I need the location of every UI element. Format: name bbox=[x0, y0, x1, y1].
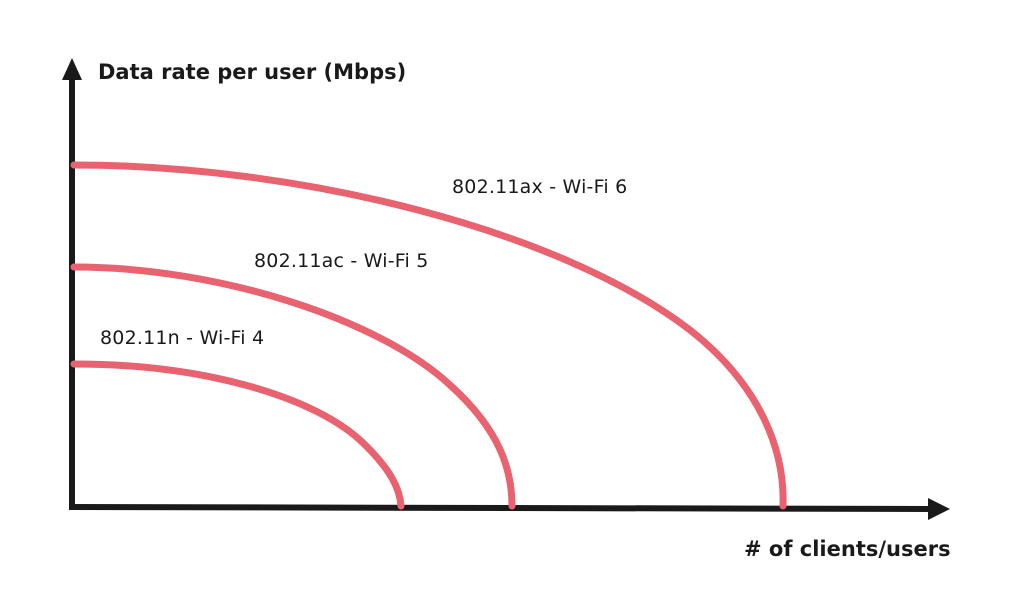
y-axis-title: Data rate per user (Mbps) bbox=[98, 60, 407, 84]
series-label-wifi5: 802.11ac - Wi-Fi 5 bbox=[254, 250, 429, 272]
y-axis-arrow-icon bbox=[62, 58, 82, 80]
x-axis-arrow-icon bbox=[928, 498, 950, 520]
series-label-wifi4: 802.11n - Wi-Fi 4 bbox=[100, 327, 265, 349]
series-label-wifi6: 802.11ax - Wi-Fi 6 bbox=[452, 176, 628, 198]
curve-wifi4 bbox=[70, 360, 405, 510]
curve-wifi6 bbox=[70, 161, 787, 510]
x-axis-title: # of clients/users bbox=[744, 537, 951, 561]
curve-wifi5 bbox=[70, 263, 516, 510]
x-axis-line bbox=[68, 504, 933, 512]
